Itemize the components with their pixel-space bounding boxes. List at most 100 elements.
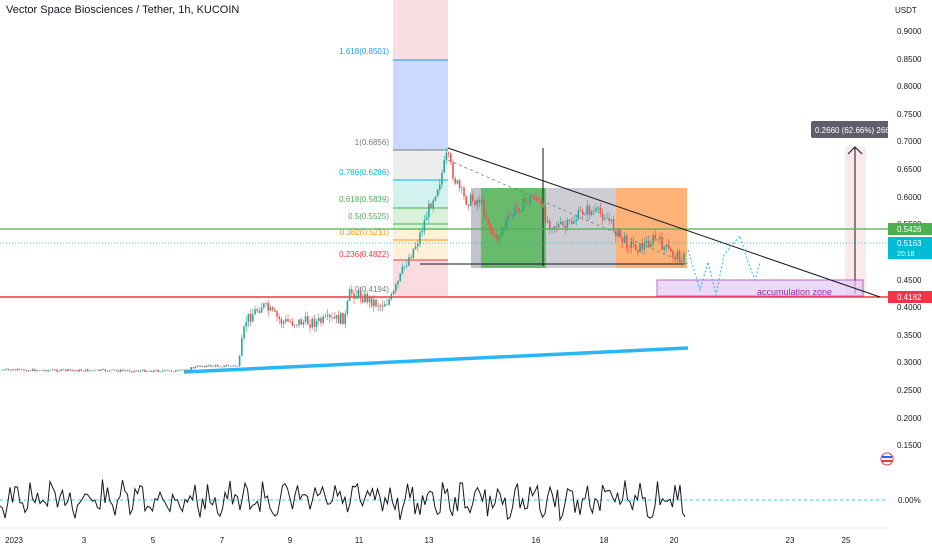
candle-body [230, 365, 232, 367]
candle-body [610, 219, 613, 221]
descending-trendline [447, 147, 881, 298]
candle-body [263, 303, 265, 308]
candle-body [227, 365, 230, 367]
candle-body [337, 314, 340, 324]
candle-body [469, 194, 472, 206]
candle-body [199, 365, 201, 367]
candle-body [117, 370, 120, 372]
candle-body [137, 370, 140, 372]
candle-body [505, 221, 507, 228]
candle-body [205, 365, 208, 368]
candle-body [584, 214, 586, 216]
candle-body [608, 218, 610, 221]
candle-body [329, 314, 331, 318]
candle-body [307, 316, 309, 325]
candle-body [663, 246, 665, 250]
candle-body [414, 246, 417, 249]
candle-body [153, 370, 155, 372]
candle-body [544, 206, 547, 223]
current-price: 0.5163 [897, 239, 922, 248]
candle-body [340, 312, 342, 324]
candle-body [593, 211, 595, 212]
candle-body [333, 316, 335, 319]
candle-body [192, 367, 195, 369]
candle-body [47, 370, 49, 372]
candle-body [454, 178, 456, 184]
candle-body [485, 215, 487, 219]
candle-body [177, 370, 179, 371]
candle-body [474, 200, 476, 206]
candle-body [445, 152, 448, 161]
fib-label: 0.618(0.5839) [339, 195, 389, 204]
alert-icon-bar1 [882, 456, 892, 458]
candle-body [434, 196, 437, 201]
candle-body [342, 312, 344, 325]
candle-body [672, 251, 674, 258]
candle-body [23, 369, 25, 371]
oscillator-zero-label: 0.00% [898, 496, 921, 505]
time-axis-ticks: 2023 3 5 7 9 11 13 16 18 20 23 25 [5, 536, 851, 545]
candle-body [373, 299, 375, 307]
candle-body [654, 234, 657, 239]
candle-body [274, 309, 276, 312]
fib-band-blue [393, 60, 448, 150]
candle-body [568, 219, 571, 221]
candle-body [467, 204, 470, 206]
candle-body [315, 320, 318, 327]
countdown: 20:18 [897, 251, 915, 258]
candle-body [406, 265, 408, 267]
candle-body [478, 200, 481, 204]
candle-body [219, 366, 221, 368]
candle-body [164, 369, 166, 371]
candle-body [588, 205, 591, 215]
candle-body [659, 236, 661, 239]
fib-label: 1(0.6856) [355, 138, 390, 147]
candle-body [652, 234, 654, 244]
price-tick: 0.4000 [897, 303, 922, 312]
candle-body [60, 369, 63, 371]
candle-body [318, 318, 320, 321]
candle-body [282, 321, 285, 324]
candle-body [157, 370, 159, 372]
candle-body [210, 365, 212, 367]
candle-body [524, 197, 527, 202]
candle-body [498, 235, 500, 240]
candle-body [436, 189, 439, 197]
candle-body [298, 319, 300, 326]
candle-body [538, 198, 540, 200]
candle-body [452, 162, 454, 179]
candle-body [384, 304, 386, 307]
candle-body [252, 314, 254, 322]
candle-body [487, 218, 489, 225]
chart-title: Vector Space Biosciences / Tether, 1h, K… [6, 4, 240, 16]
candle-body [395, 284, 397, 291]
candle-body [419, 232, 421, 244]
candle-body [111, 369, 113, 371]
candle-body [604, 218, 606, 220]
projected-path [687, 235, 761, 296]
candle-body [641, 243, 643, 250]
candle-body [634, 244, 637, 251]
price-tick: 0.6500 [897, 165, 922, 174]
candle-body [12, 369, 14, 371]
candle-body [98, 369, 100, 371]
candle-body [183, 369, 186, 371]
candle-body [1, 369, 3, 371]
candle-body [269, 307, 272, 311]
candle-body [575, 219, 577, 222]
candle-body [260, 307, 263, 313]
candle-body [390, 294, 393, 300]
candle-body [359, 290, 362, 299]
candle-body [280, 319, 283, 324]
candle-body [626, 235, 628, 248]
candle-body [293, 324, 296, 326]
time-tick: 23 [786, 536, 795, 545]
candle-body [542, 204, 544, 207]
candle-body [124, 370, 126, 372]
candle-body [309, 324, 311, 328]
candle-body [29, 370, 32, 371]
candle-body [410, 257, 412, 258]
candle-body [623, 235, 626, 243]
candle-body [67, 369, 69, 371]
